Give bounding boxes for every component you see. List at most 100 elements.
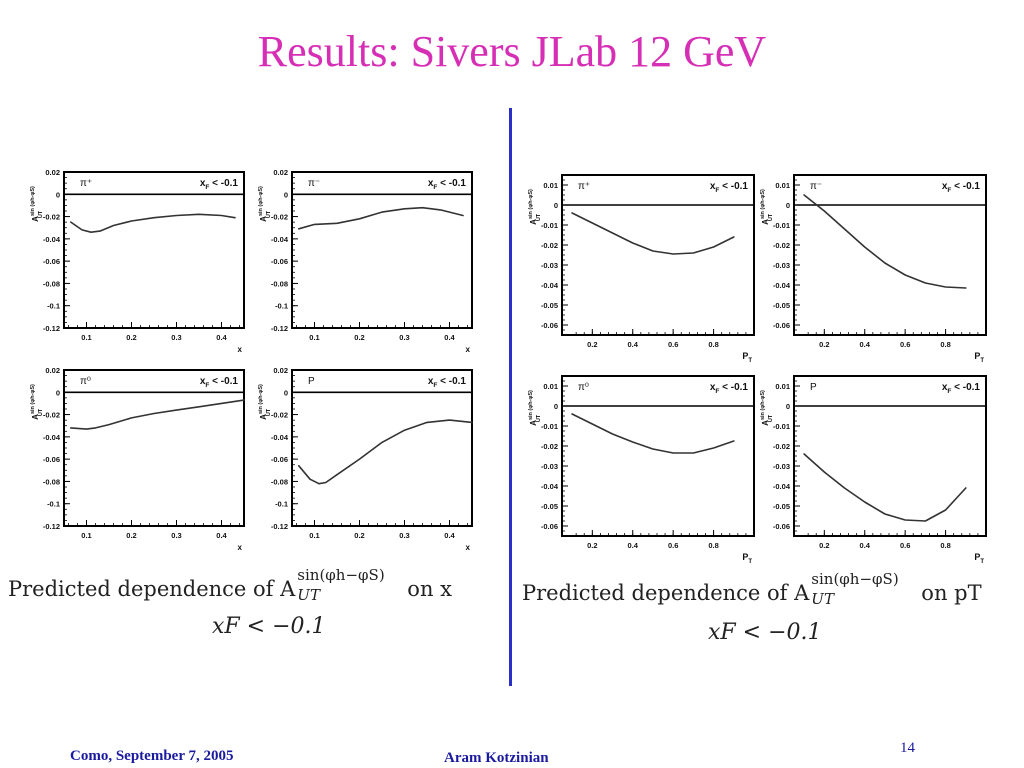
x-tick-label: 0.1 bbox=[309, 531, 319, 540]
x-tick-label: 0.2 bbox=[126, 333, 136, 342]
y-axis-label: Asin (φh-φS) UT bbox=[760, 189, 774, 225]
plot-frame bbox=[561, 375, 755, 537]
x-tick-label: 0.3 bbox=[399, 333, 409, 342]
slide-title: Results: Sivers JLab 12 GeV bbox=[257, 27, 767, 76]
x-tick-label: 0.4 bbox=[444, 333, 455, 342]
x-tick-label: 0.2 bbox=[587, 541, 597, 550]
y-tick-label: -0.06 bbox=[43, 455, 60, 464]
y-axis-label-subscript: UT bbox=[536, 414, 542, 422]
panel-cut-label: xF < -0.1 bbox=[710, 181, 749, 194]
y-tick-label: 0.02 bbox=[45, 168, 60, 177]
panel-cut-label-value: < -0.1 bbox=[437, 376, 466, 387]
x-axis-label: x bbox=[466, 543, 471, 552]
plot-x-piplus: 0.02 0 -0.02 -0.04 -0.06 -0.08 -0.1 -0.12 0.1 0.2… bbox=[30, 168, 245, 354]
series-curve bbox=[297, 419, 473, 485]
y-tick-label: -0.04 bbox=[271, 433, 289, 442]
panel-cut-label-value: < -0.1 bbox=[951, 181, 980, 192]
x-tick-label: 0.2 bbox=[587, 340, 597, 349]
x-tick-label: 0.2 bbox=[819, 541, 829, 550]
x-tick-label: 0.2 bbox=[354, 531, 364, 540]
panel-particle-label: π⁻ bbox=[810, 181, 822, 192]
caption-right-text: Predicted dependence of A bbox=[522, 581, 810, 605]
x-axis-label: PT bbox=[742, 351, 752, 364]
y-tick-label: -0.02 bbox=[271, 411, 288, 420]
y-tick-label: 0 bbox=[554, 201, 558, 210]
panel-particle-label: π⁺ bbox=[80, 178, 92, 189]
y-tick-label: -0.1 bbox=[47, 302, 60, 311]
panel-cut-label-subscript: F bbox=[715, 187, 719, 194]
caption-left-text: Predicted dependence of A bbox=[8, 577, 296, 601]
plot-x-proton: 0.02 0 -0.02 -0.04 -0.06 -0.08 -0.1 -0.12 0.1 0.2… bbox=[258, 366, 473, 552]
plot-frame bbox=[561, 174, 755, 336]
y-tick-label: -0.01 bbox=[541, 221, 558, 230]
plot-frame bbox=[63, 369, 245, 527]
y-tick-label: -0.1 bbox=[275, 302, 288, 311]
y-tick-label: 0 bbox=[786, 402, 790, 411]
panel-cut-label: xF < -0.1 bbox=[428, 178, 467, 191]
y-axis-label-superscript: sin (φh-φS) bbox=[528, 390, 534, 420]
y-tick-label: -0.03 bbox=[541, 462, 558, 471]
y-tick-label: 0.01 bbox=[543, 382, 558, 391]
y-tick-label: 0 bbox=[554, 402, 558, 411]
panel-cut-label-value: < -0.1 bbox=[437, 178, 466, 189]
x-tick-label: 0.8 bbox=[940, 541, 950, 550]
x-tick-label: 0.6 bbox=[900, 340, 910, 349]
y-axis-label-subscript: UT bbox=[266, 210, 272, 218]
x-tick-label: 0.3 bbox=[399, 531, 409, 540]
caption-right-line2: xF < −0.1 bbox=[708, 620, 822, 645]
y-axis-label-subscript: UT bbox=[768, 414, 774, 422]
panel-particle-label: P bbox=[810, 382, 817, 393]
y-tick-label: -0.04 bbox=[43, 235, 61, 244]
panel-particle-label: π⁻ bbox=[308, 178, 320, 189]
caption-right-subscript: UT bbox=[811, 590, 834, 608]
x-tick-label: 0.6 bbox=[900, 541, 910, 550]
y-axis-label-subscript: UT bbox=[38, 210, 44, 218]
panel-cut-label-subscript: F bbox=[947, 388, 951, 395]
caption-left-subscript: UT bbox=[297, 586, 320, 604]
y-tick-label: -0.04 bbox=[773, 281, 791, 290]
x-axis-label: x bbox=[238, 543, 243, 552]
x-tick-label: 0.8 bbox=[708, 541, 718, 550]
x-tick-label: 0.2 bbox=[819, 340, 829, 349]
plot-frame bbox=[63, 171, 245, 329]
y-tick-label: -0.06 bbox=[43, 257, 60, 266]
x-axis-label: PT bbox=[974, 552, 984, 565]
y-tick-label: 0.01 bbox=[775, 181, 790, 190]
x-axis-label-subscript: T bbox=[980, 559, 984, 565]
panel-particle-label: π⁰ bbox=[578, 382, 589, 393]
panel-cut-label-value: < -0.1 bbox=[209, 178, 238, 189]
y-axis-label-superscript: sin (φh-φS) bbox=[528, 189, 534, 219]
y-tick-label: -0.04 bbox=[541, 281, 559, 290]
y-axis-label: Asin (φh-φS) UT bbox=[258, 186, 272, 222]
x-tick-label: 0.4 bbox=[216, 531, 227, 540]
panel-particle-label: π⁰ bbox=[80, 376, 91, 387]
x-tick-label: 0.4 bbox=[628, 340, 639, 349]
y-tick-label: 0.02 bbox=[273, 168, 288, 177]
caption-right-line1: Predicted dependence of A sin(φh−φS) UT … bbox=[522, 570, 982, 608]
y-tick-label: -0.01 bbox=[773, 221, 790, 230]
plot-frame bbox=[793, 375, 987, 537]
x-tick-label: 0.4 bbox=[216, 333, 227, 342]
y-axis-label: Asin (φh-φS) UT bbox=[30, 186, 44, 222]
y-tick-label: -0.02 bbox=[541, 241, 558, 250]
x-axis-label-subscript: T bbox=[980, 358, 984, 364]
y-tick-label: -0.12 bbox=[271, 522, 288, 531]
y-tick-label: -0.08 bbox=[43, 279, 60, 288]
panel-cut-label-subscript: F bbox=[433, 382, 437, 389]
y-tick-label: -0.05 bbox=[541, 502, 558, 511]
y-tick-label: -0.06 bbox=[773, 321, 790, 330]
footer-venue-date: Como, September 7, 2005 bbox=[70, 748, 234, 764]
y-tick-label: -0.08 bbox=[271, 477, 288, 486]
plot-pt-piplus: 0.01 0 -0.01 -0.02 -0.03 -0.04 -0.05 -0.06 0.2 0.… bbox=[528, 174, 755, 364]
x-tick-label: 0.4 bbox=[860, 340, 871, 349]
x-tick-label: 0.2 bbox=[126, 531, 136, 540]
panel-particle-label: π⁺ bbox=[578, 181, 590, 192]
y-tick-label: -0.04 bbox=[43, 433, 61, 442]
footer-author: Aram Kotzinian bbox=[444, 750, 549, 766]
x-tick-label: 0.3 bbox=[171, 531, 181, 540]
x-tick-label: 0.6 bbox=[668, 541, 678, 550]
y-tick-label: -0.04 bbox=[541, 482, 559, 491]
caption-left-superscript: sin(φh−φS) bbox=[297, 566, 385, 584]
y-tick-label: -0.04 bbox=[271, 235, 289, 244]
panel-cut-label-subscript: F bbox=[205, 184, 209, 191]
